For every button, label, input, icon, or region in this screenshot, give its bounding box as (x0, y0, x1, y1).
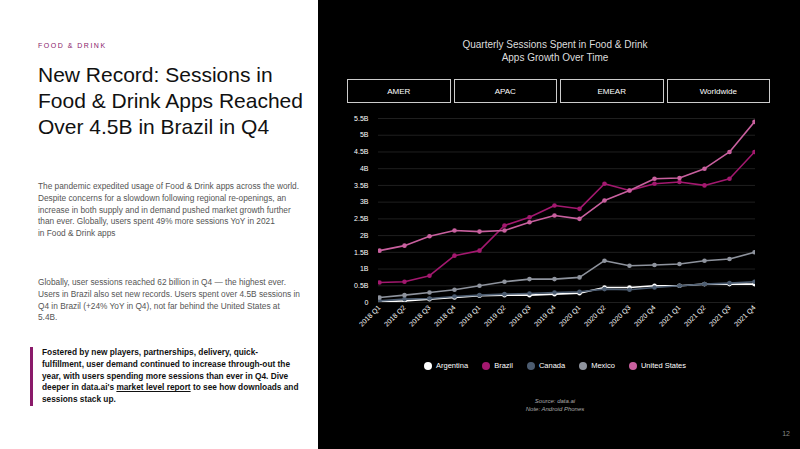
svg-text:2018 Q2: 2018 Q2 (383, 304, 408, 329)
html-text:APAC: APAC (494, 86, 516, 96)
svg-text:1.5B: 1.5B (354, 249, 369, 256)
html-text:AMER: AMER (387, 86, 411, 96)
html-text:Quarterly Sessions Spent in Fo: Quarterly Sessions Spent in Food & Drink… (462, 39, 648, 63)
svg-text:2020 Q3: 2020 Q3 (608, 304, 633, 329)
html-text:New Record: Sessions in Food &: New Record: Sessions in Food & Drink App… (38, 63, 303, 138)
svg-text:2B: 2B (360, 232, 369, 239)
svg-text:0.5B: 0.5B (354, 282, 369, 289)
html-text:Mexico: Mexico (591, 361, 615, 370)
html-text:United States: United States (640, 361, 686, 370)
svg-text:2020 Q1: 2020 Q1 (558, 304, 583, 329)
html-text:EMEAR: EMEAR (597, 86, 626, 96)
svg-text:5B: 5B (360, 131, 369, 138)
svg-text:3.5B: 3.5B (354, 182, 369, 189)
svg-text:4B: 4B (360, 165, 369, 172)
html-text:Fostered by new players, partn: Fostered by new players, partnerships, d… (42, 347, 299, 405)
html-text:The pandemic expedited usage o: The pandemic expedited usage of Food & D… (38, 181, 299, 239)
svg-text:1B: 1B (360, 265, 369, 272)
svg-text:2019 Q3: 2019 Q3 (508, 304, 533, 329)
svg-text:2018 Q3: 2018 Q3 (408, 304, 433, 329)
html-text:Source: data.ai: Source: data.ai (534, 398, 576, 404)
html-text:12: 12 (782, 430, 790, 437)
svg-text:2020 Q4: 2020 Q4 (633, 304, 658, 329)
svg-text:2019 Q1: 2019 Q1 (458, 304, 483, 329)
svg-text:0: 0 (365, 299, 369, 306)
svg-text:2021 Q3: 2021 Q3 (708, 304, 733, 329)
html-text:FOOD & DRINK: FOOD & DRINK (38, 42, 107, 49)
svg-text:2021 Q4: 2021 Q4 (733, 304, 758, 329)
svg-text:2.5B: 2.5B (354, 215, 369, 222)
svg-text:2021 Q2: 2021 Q2 (683, 304, 708, 329)
svg-text:2021 Q1: 2021 Q1 (658, 304, 683, 329)
html-text:Note: Android Phones: Note: Android Phones (525, 406, 585, 412)
svg-text:2020 Q2: 2020 Q2 (583, 304, 608, 329)
html-text:Argentina: Argentina (436, 361, 469, 370)
svg-text:3B: 3B (360, 198, 369, 205)
svg-text:2018 Q1: 2018 Q1 (358, 304, 383, 329)
html-text:Canada: Canada (538, 361, 566, 370)
svg-text:2018 Q4: 2018 Q4 (433, 304, 458, 329)
html-text:Brazil: Brazil (494, 361, 513, 370)
svg-text:4.5B: 4.5B (354, 148, 369, 155)
html-text:Globally, user sessions reache: Globally, user sessions reached 62 billi… (38, 277, 300, 323)
html-text:Worldwide: Worldwide (699, 86, 737, 96)
svg-text:2019 Q2: 2019 Q2 (483, 304, 508, 329)
svg-text:2019 Q4: 2019 Q4 (533, 304, 558, 329)
svg-text:5.5B: 5.5B (354, 115, 369, 122)
